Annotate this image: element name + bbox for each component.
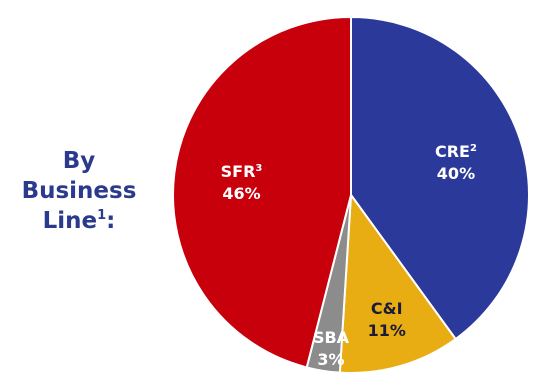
slice-label-sfr: SFR3	[221, 162, 263, 181]
slice-value-sba: 3%	[317, 350, 344, 369]
pie-slice-c-i	[338, 192, 458, 374]
side-title-footnote-marker: 1	[97, 208, 107, 223]
pie-slice-sfr	[172, 15, 352, 369]
slice-value-sfr: 46%	[222, 184, 260, 203]
slice-label-cre: CRE2	[435, 142, 477, 161]
slice-label-footnote-sfr: 3	[255, 163, 262, 174]
slice-value-c-i: 11%	[368, 321, 406, 340]
pie-slice-cre	[350, 15, 530, 341]
slice-value-cre: 40%	[437, 164, 475, 183]
side-title: By Business Line1:	[14, 146, 144, 236]
side-title-colon: :	[106, 208, 116, 234]
side-title-line-3-text: Line	[42, 208, 98, 234]
slice-label-sba: SBA	[313, 328, 350, 347]
side-title-line-2: Business	[21, 178, 137, 204]
slice-label-c-i: C&I	[371, 299, 403, 318]
side-title-line-3: Line1:	[14, 206, 144, 236]
slice-label-footnote-cre: 2	[470, 143, 477, 154]
side-title-line-1: By	[62, 148, 96, 174]
